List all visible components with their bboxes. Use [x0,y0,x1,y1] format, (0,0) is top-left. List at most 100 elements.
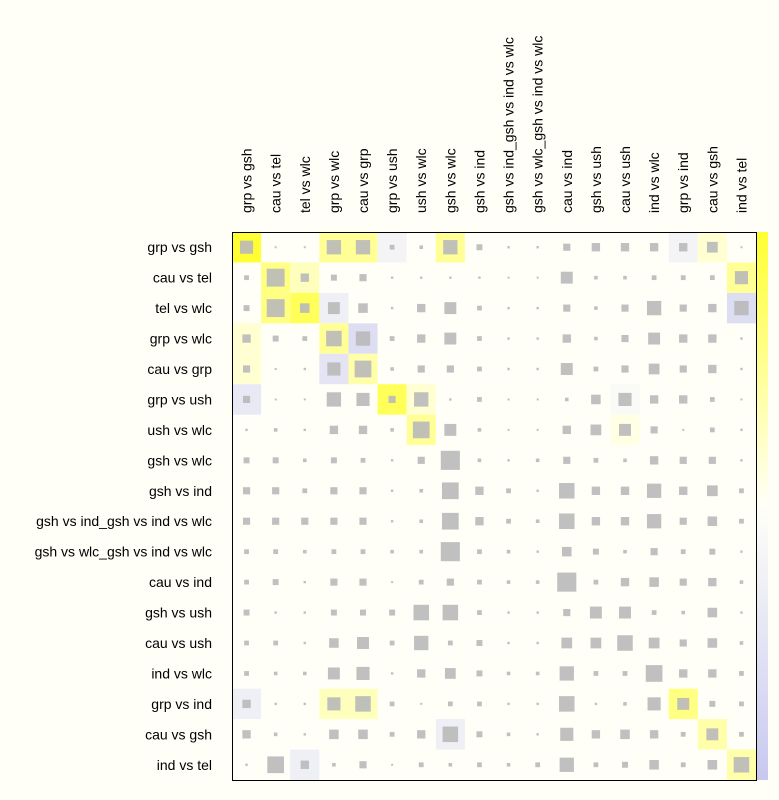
heatmap-marker [740,367,743,371]
column-label: ind vs wlc [646,152,662,213]
heatmap-marker [734,271,749,285]
heatmap-marker [330,578,338,586]
heatmap-marker [330,274,337,281]
heatmap-marker [591,517,601,526]
heatmap-marker [507,702,510,706]
heatmap-marker [244,671,249,676]
heatmap-marker [390,276,394,279]
heatmap-marker [507,367,510,371]
heatmap-marker [440,542,460,562]
heatmap-marker [390,306,394,310]
heatmap-marker [740,246,743,249]
heatmap-marker [536,550,539,553]
heatmap-marker [593,457,599,463]
heatmap-marker [476,731,483,738]
heatmap-marker [244,640,249,646]
heatmap-marker [681,610,686,615]
heatmap-marker [679,669,688,678]
heatmap-marker [507,459,510,462]
column-label: ind vs tel [733,158,749,213]
heatmap-marker [506,549,511,554]
heatmap-marker [559,483,575,499]
column-label: gsh vs ind [471,150,487,213]
heatmap-marker [649,395,659,404]
heatmap-marker [706,485,718,497]
heatmap-marker [740,428,743,432]
heatmap-marker [708,364,717,374]
heatmap-marker [623,702,627,706]
heatmap-marker [330,609,337,616]
heatmap-marker [245,428,248,432]
heatmap-marker [564,397,569,402]
heatmap-marker [646,514,662,529]
heatmap-marker [447,640,453,646]
heatmap-marker [243,457,250,464]
heatmap-marker [593,762,599,768]
heatmap-marker [412,421,430,439]
heatmap-marker [417,334,426,343]
heatmap-marker [593,579,599,585]
heatmap-marker [507,428,510,431]
heatmap-marker [708,669,717,678]
heatmap-marker [389,640,395,646]
heatmap-marker [739,701,744,707]
heatmap-marker [618,392,632,407]
column-label: cau vs ind [559,150,575,213]
heatmap-marker [326,392,342,407]
heatmap-marker [536,702,539,706]
heatmap-marker [359,517,367,525]
row-label: grp vs wlc [150,331,212,347]
heatmap-marker [648,363,660,375]
heatmap-marker [536,246,539,249]
column-label: tel vs wlc [297,156,313,213]
heatmap-marker [418,579,424,585]
heatmap-marker [559,757,574,772]
row-labels: grp vs gsh cau vs tel tel vs wlc grp vs wlc… [35,239,213,773]
heatmap-marker [535,580,540,584]
row-label: grp vs ind [151,696,212,712]
heatmap-marker [621,365,629,373]
row-label: gsh vs wlc_gsh vs ind vs wlc [35,544,212,560]
heatmap-marker [300,303,310,313]
heatmap-marker [740,611,743,614]
heatmap-marker [391,581,394,584]
colorbar [757,232,768,780]
heatmap-marker [448,762,453,767]
heatmap-marker [477,762,482,768]
heatmap-marker [709,275,715,281]
heatmap-marker [358,729,368,740]
heatmap-marker [388,395,396,404]
heatmap-marker [417,669,426,678]
heatmap-marker [356,392,370,407]
heatmap-marker [560,363,573,375]
heatmap-marker [419,519,424,524]
column-label: cau vs grp [355,148,371,213]
heatmap-marker [357,637,369,649]
heatmap-marker [272,457,279,464]
heatmap-marker [740,550,743,553]
heatmap-marker [590,637,602,649]
heatmap-marker [443,240,458,255]
heatmap-marker [303,246,306,249]
heatmap-marker [359,761,367,769]
heatmap-marker [266,268,285,287]
heatmap-marker [303,398,306,401]
column-label: grp vs ind [675,152,691,213]
heatmap-marker [330,487,338,495]
heatmap-marker [273,428,278,432]
heatmap-marker [680,731,686,737]
heatmap-marker [507,246,510,249]
heatmap-marker [440,450,460,470]
heatmap-marker [442,726,459,743]
heatmap-marker [301,517,309,525]
heatmap-marker [650,426,658,434]
heatmap-marker [506,580,511,584]
heatmap-marker [708,577,717,587]
heatmap-marker [329,729,339,740]
heatmap-marker [560,727,574,741]
heatmap-marker [679,456,687,464]
heatmap-marker [476,670,483,677]
heatmap-marker [329,425,339,435]
heatmap-marker [648,332,661,345]
heatmap-marker [330,457,337,464]
